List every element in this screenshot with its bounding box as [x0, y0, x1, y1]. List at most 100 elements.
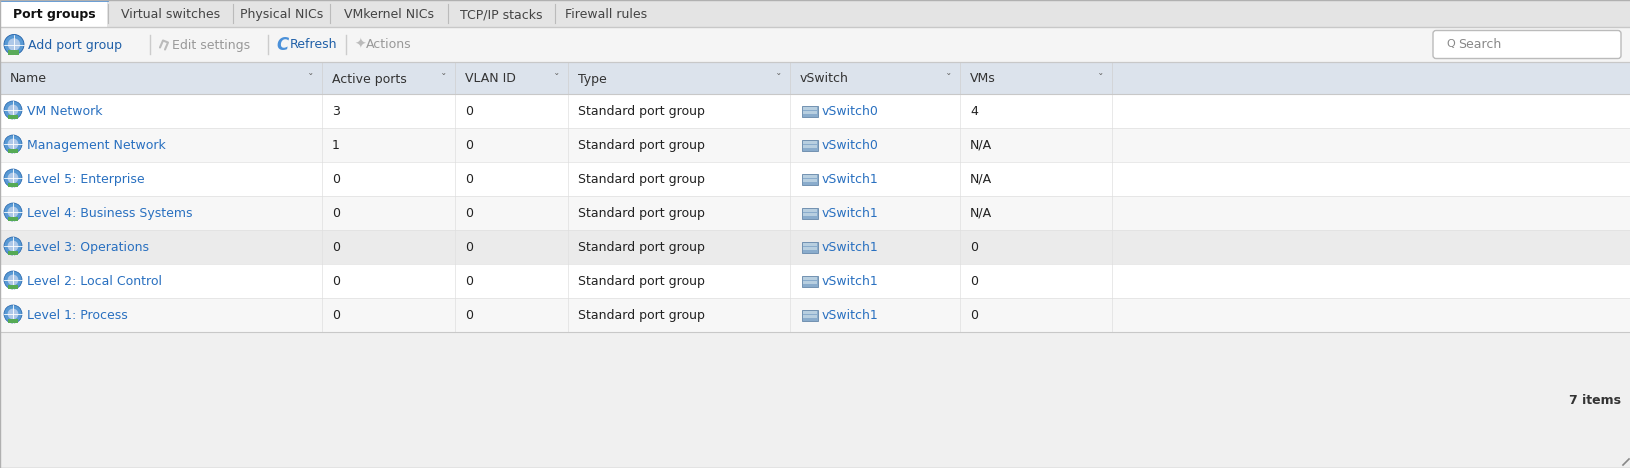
- Text: ✦: ✦: [354, 38, 365, 52]
- Text: Level 3: Operations: Level 3: Operations: [28, 241, 148, 254]
- Bar: [0, 230, 1630, 264]
- Text: 0: 0: [465, 139, 473, 152]
- Text: Search: Search: [1457, 38, 1500, 51]
- Text: VLAN ID: VLAN ID: [465, 73, 515, 86]
- Text: vSwitch0: vSwitch0: [822, 139, 879, 152]
- Text: N/A: N/A: [970, 173, 991, 186]
- Text: vSwitch: vSwitch: [799, 73, 848, 86]
- Text: N/A: N/A: [970, 139, 991, 152]
- Circle shape: [8, 206, 18, 218]
- Text: 0: 0: [465, 309, 473, 322]
- Bar: [8, 115, 18, 119]
- Circle shape: [8, 173, 18, 183]
- Circle shape: [8, 275, 18, 285]
- Circle shape: [3, 237, 21, 255]
- Text: 0: 0: [333, 275, 339, 288]
- Bar: [8, 217, 18, 221]
- Text: Add port group: Add port group: [28, 38, 122, 51]
- Text: 0: 0: [333, 207, 339, 220]
- Bar: [802, 140, 817, 144]
- Bar: [802, 175, 817, 177]
- Text: Type: Type: [577, 73, 606, 86]
- Text: VMs: VMs: [970, 73, 996, 86]
- Text: Refresh: Refresh: [290, 38, 337, 51]
- Bar: [8, 250, 18, 256]
- Circle shape: [3, 35, 24, 54]
- Text: Level 2: Local Control: Level 2: Local Control: [28, 275, 161, 288]
- Circle shape: [3, 101, 21, 119]
- Text: Standard port group: Standard port group: [577, 105, 704, 118]
- Bar: [0, 196, 1630, 230]
- Text: Active ports: Active ports: [333, 73, 406, 86]
- Text: Virtual switches: Virtual switches: [121, 8, 220, 21]
- Bar: [2, 0, 108, 27]
- Circle shape: [8, 139, 18, 149]
- Text: Management Network: Management Network: [28, 139, 166, 152]
- Text: 0: 0: [465, 241, 473, 254]
- Text: Level 5: Enterprise: Level 5: Enterprise: [28, 173, 145, 186]
- Bar: [802, 110, 817, 114]
- Text: ˇ: ˇ: [308, 74, 313, 84]
- Circle shape: [3, 271, 21, 289]
- Bar: [802, 309, 818, 321]
- Text: ˇ: ˇ: [440, 74, 447, 84]
- Text: TCP/IP stacks: TCP/IP stacks: [460, 8, 543, 21]
- Text: Firewall rules: Firewall rules: [566, 8, 647, 21]
- Bar: [0, 94, 1630, 128]
- Text: ˇ: ˇ: [776, 74, 781, 84]
- Text: Level 4: Business Systems: Level 4: Business Systems: [28, 207, 192, 220]
- Bar: [802, 310, 817, 314]
- Circle shape: [8, 241, 18, 251]
- Circle shape: [3, 169, 21, 187]
- Bar: [802, 174, 818, 184]
- Bar: [8, 183, 18, 188]
- Text: ˇ: ˇ: [554, 74, 559, 84]
- Circle shape: [8, 105, 18, 116]
- Circle shape: [3, 203, 21, 221]
- Text: Standard port group: Standard port group: [577, 241, 704, 254]
- Bar: [802, 277, 817, 279]
- Text: vSwitch1: vSwitch1: [822, 241, 879, 254]
- Text: VMkernel NICs: VMkernel NICs: [344, 8, 434, 21]
- Text: vSwitch0: vSwitch0: [822, 105, 879, 118]
- Text: Standard port group: Standard port group: [577, 207, 704, 220]
- Text: vSwitch1: vSwitch1: [822, 275, 879, 288]
- Text: vSwitch1: vSwitch1: [822, 173, 879, 186]
- Text: 0: 0: [465, 105, 473, 118]
- Bar: [802, 145, 817, 147]
- Bar: [802, 178, 817, 182]
- Text: Standard port group: Standard port group: [577, 275, 704, 288]
- Bar: [802, 139, 818, 151]
- Text: Name: Name: [10, 73, 47, 86]
- Bar: [0, 27, 1630, 62]
- Bar: [8, 148, 18, 154]
- Text: 1: 1: [333, 139, 339, 152]
- Bar: [802, 212, 817, 215]
- Text: 0: 0: [333, 309, 339, 322]
- Text: Physical NICs: Physical NICs: [240, 8, 323, 21]
- Bar: [802, 276, 818, 286]
- Bar: [802, 105, 818, 117]
- Text: 4: 4: [970, 105, 978, 118]
- Text: C: C: [275, 36, 289, 54]
- Text: 0: 0: [465, 173, 473, 186]
- Text: 7 items: 7 items: [1568, 395, 1620, 408]
- Text: 0: 0: [970, 275, 978, 288]
- Bar: [802, 207, 818, 219]
- Text: Actions: Actions: [365, 38, 411, 51]
- Bar: [802, 314, 817, 317]
- Bar: [802, 247, 817, 249]
- Bar: [802, 107, 817, 110]
- FancyBboxPatch shape: [1433, 30, 1620, 58]
- Circle shape: [3, 135, 21, 153]
- Text: 0: 0: [970, 241, 978, 254]
- Text: 0: 0: [333, 241, 339, 254]
- Text: 0: 0: [465, 275, 473, 288]
- Text: Standard port group: Standard port group: [577, 309, 704, 322]
- Bar: [802, 242, 817, 246]
- Text: Level 1: Process: Level 1: Process: [28, 309, 127, 322]
- Circle shape: [3, 305, 21, 323]
- Bar: [802, 241, 818, 253]
- Text: N/A: N/A: [970, 207, 991, 220]
- Text: 3: 3: [333, 105, 339, 118]
